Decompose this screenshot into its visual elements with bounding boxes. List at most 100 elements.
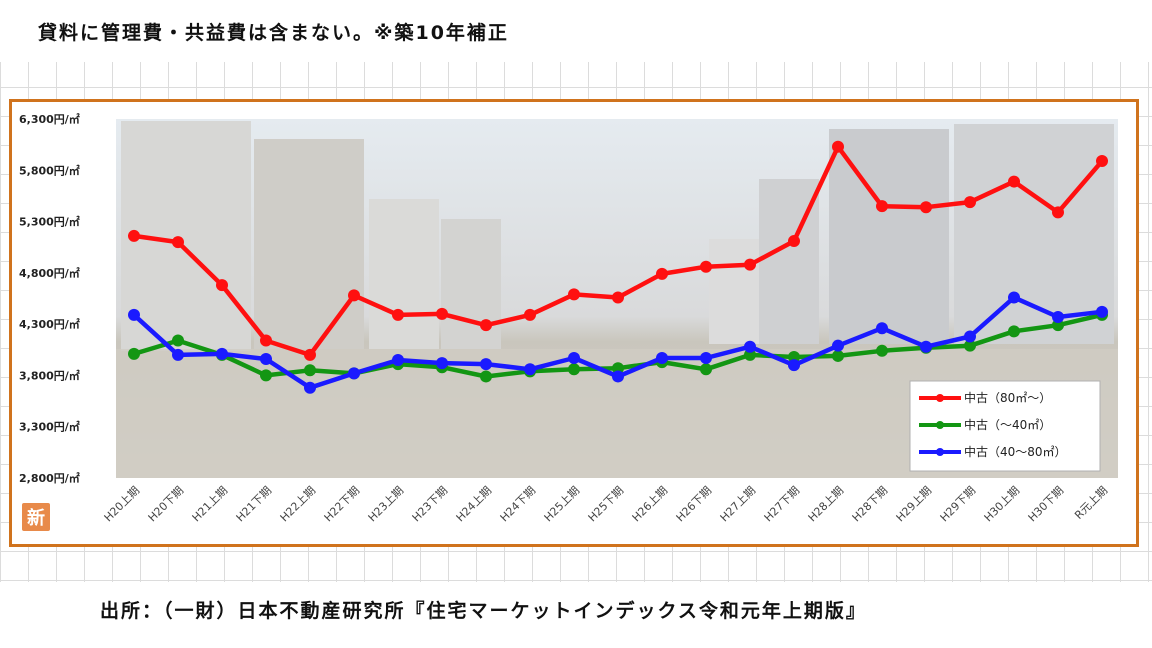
series-2-point — [436, 357, 448, 370]
series-2-point — [1096, 305, 1108, 318]
series-0-point — [260, 334, 272, 347]
rent-note: 貸料に管理費・共益費は含まない。※築10年補正 — [38, 22, 509, 44]
series-1-point — [128, 347, 140, 360]
series-0-point — [392, 308, 404, 321]
legend-swatch-point — [936, 421, 944, 429]
series-2-point — [348, 367, 360, 380]
x-tick-label: H25上期 — [542, 484, 583, 525]
series-1-point — [612, 362, 624, 375]
series-0-point — [568, 288, 580, 301]
series-1-point — [480, 370, 492, 383]
y-tick-label: 2,800円/㎡ — [19, 471, 80, 485]
series-2-point — [788, 359, 800, 372]
x-tick-label: H23下期 — [410, 484, 451, 525]
series-2-point — [964, 330, 976, 343]
series-0-point — [128, 229, 140, 242]
y-tick-label: 3,300円/㎡ — [19, 420, 80, 434]
series-2-point — [304, 381, 316, 394]
series-0-point — [436, 307, 448, 320]
series-2-point — [524, 363, 536, 376]
series-0-point — [656, 267, 668, 280]
series-2-point — [700, 351, 712, 364]
series-0-point — [1096, 155, 1108, 168]
x-tick-label: H20上期 — [102, 484, 143, 525]
series-0-point — [1052, 206, 1064, 219]
series-2-point — [744, 340, 756, 353]
series-2-point — [392, 354, 404, 367]
series-2-point — [172, 348, 184, 361]
series-2-point — [832, 339, 844, 352]
series-1-point — [700, 363, 712, 376]
x-tick-label: H28下期 — [850, 484, 891, 525]
x-tick-label: H20下期 — [146, 484, 187, 525]
series-2-point — [216, 347, 228, 360]
series-0-point — [920, 201, 932, 214]
series-0-point — [788, 235, 800, 248]
y-tick-label: 6,300円/㎡ — [19, 112, 80, 126]
series-1-point — [304, 364, 316, 377]
series-2-point — [1052, 310, 1064, 323]
series-0-point — [744, 258, 756, 271]
y-tick-label: 5,800円/㎡ — [19, 163, 80, 177]
y-tick-label: 3,800円/㎡ — [19, 368, 80, 382]
x-tick-label: H21上期 — [190, 484, 231, 525]
series-2-point — [480, 358, 492, 371]
x-tick-label: H23上期 — [366, 484, 407, 525]
series-2-point — [656, 351, 668, 364]
series-2-point — [612, 370, 624, 383]
source-citation: 出所：（一財）日本不動産研究所『住宅マーケットインデックス令和元年上期版』 — [100, 600, 867, 622]
x-tick-label: H27下期 — [762, 484, 803, 525]
bottom-band — [0, 582, 1152, 648]
series-0-point — [832, 140, 844, 153]
x-tick-label: H29下期 — [938, 484, 979, 525]
x-tick-label: H26下期 — [674, 484, 715, 525]
x-tick-label: H25下期 — [586, 484, 627, 525]
y-tick-label: 5,300円/㎡ — [19, 215, 80, 229]
series-1-point — [1008, 325, 1020, 338]
x-tick-label: H29上期 — [894, 484, 935, 525]
series-1-point — [876, 344, 888, 357]
series-0-point — [216, 279, 228, 292]
series-2-point — [876, 322, 888, 335]
series-1-point — [964, 339, 976, 352]
x-tick-label: H28上期 — [806, 484, 847, 525]
series-1-point — [744, 348, 756, 361]
y-tick-label: 4,800円/㎡ — [19, 266, 80, 280]
series-0-point — [304, 348, 316, 361]
series-0-point — [876, 200, 888, 213]
series-1-point — [1052, 319, 1064, 332]
series-0-point — [172, 236, 184, 249]
y-axis-tick-labels: 6,300円/㎡ 5,800円/㎡ 5,300円/㎡ 4,800円/㎡ 4,300円/㎡… — [19, 112, 80, 485]
series-0-point — [348, 289, 360, 302]
legend-swatch-point — [936, 394, 944, 402]
series-1-point — [788, 350, 800, 363]
x-tick-label: H27上期 — [718, 484, 759, 525]
series-0-point — [700, 260, 712, 273]
y-tick-label: 4,300円/㎡ — [19, 317, 80, 331]
series-2-point — [260, 353, 272, 366]
x-tick-label: H30下期 — [1026, 484, 1067, 525]
legend-label: 中古（40～80㎡） — [964, 444, 1067, 459]
series-0-point — [1008, 175, 1020, 188]
x-tick-label: H26上期 — [630, 484, 671, 525]
series-1-point — [172, 334, 184, 347]
x-tick-label: H24下期 — [498, 484, 539, 525]
legend-label: 中古（～40㎡） — [964, 417, 1051, 432]
top-band — [0, 0, 1152, 62]
rent-line-chart: 6,300円/㎡ 5,800円/㎡ 5,300円/㎡ 4,800円/㎡ 4,300円/㎡… — [19, 112, 1118, 525]
series-2-point — [1008, 291, 1020, 304]
x-tick-label: H30上期 — [982, 484, 1023, 525]
x-tick-label: H24上期 — [454, 484, 495, 525]
series-0-point — [480, 319, 492, 332]
legend-label: 中古（80㎡～） — [964, 390, 1051, 405]
series-2-point — [128, 308, 140, 321]
chart-legend: 中古（80㎡～） 中古（～40㎡） 中古（40～80㎡） — [909, 380, 1101, 472]
series-0-point — [524, 308, 536, 321]
x-axis-tick-labels: H20上期 H20下期 H21上期 H21下期 H22上期 H22下期 H23上期 H23下期… — [102, 484, 1111, 525]
series-layer — [128, 140, 1108, 394]
x-tick-label: R元上期 — [1072, 484, 1110, 522]
series-1-point — [260, 369, 272, 382]
series-1-point — [832, 349, 844, 362]
series-0-point — [964, 196, 976, 209]
logo-badge: 新 — [22, 503, 50, 531]
